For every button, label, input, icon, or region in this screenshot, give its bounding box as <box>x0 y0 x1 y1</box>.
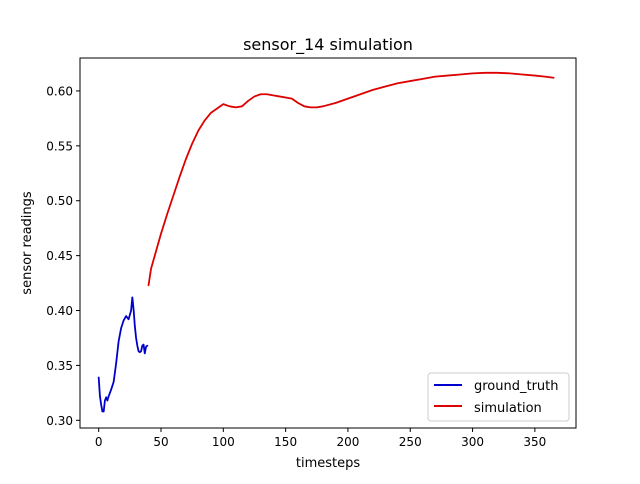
y-tick-label: 0.60 <box>46 84 73 98</box>
x-axis-label: timesteps <box>296 456 360 471</box>
chart-legend: ground_truth simulation <box>427 372 570 422</box>
x-tick-label: 350 <box>523 435 546 449</box>
x-tick-label: 50 <box>153 435 168 449</box>
y-tick-label: 0.35 <box>46 359 73 373</box>
y-axis-ticks: 0.30 0.35 0.40 0.45 0.50 0.55 0.60 <box>46 84 80 428</box>
legend-ground-truth-label: ground_truth <box>474 379 559 394</box>
legend-box <box>427 372 570 422</box>
y-axis-label: sensor readings <box>20 191 35 295</box>
y-tick-label: 0.55 <box>46 139 73 153</box>
plot-area <box>79 57 577 429</box>
series-line-ground-truth <box>97 296 149 413</box>
legend-simulation-label: simulation <box>474 401 542 416</box>
series-layer <box>97 71 555 413</box>
x-tick-label: 250 <box>399 435 422 449</box>
y-tick-label: 0.30 <box>46 414 73 428</box>
axes-frame <box>79 57 577 429</box>
x-tick-label: 100 <box>212 435 235 449</box>
x-tick-label: 150 <box>274 435 297 449</box>
series-line-simulation <box>147 71 555 287</box>
x-tick-label: 0 <box>95 435 103 449</box>
x-tick-label: 200 <box>336 435 359 449</box>
y-tick-label: 0.40 <box>46 304 73 318</box>
chart-title: sensor_14 simulation <box>243 35 413 55</box>
y-tick-label: 0.45 <box>46 249 73 263</box>
x-tick-label: 300 <box>461 435 484 449</box>
y-tick-label: 0.50 <box>46 194 73 208</box>
x-axis-ticks: 0 50 100 150 200 250 300 350 <box>95 428 546 449</box>
